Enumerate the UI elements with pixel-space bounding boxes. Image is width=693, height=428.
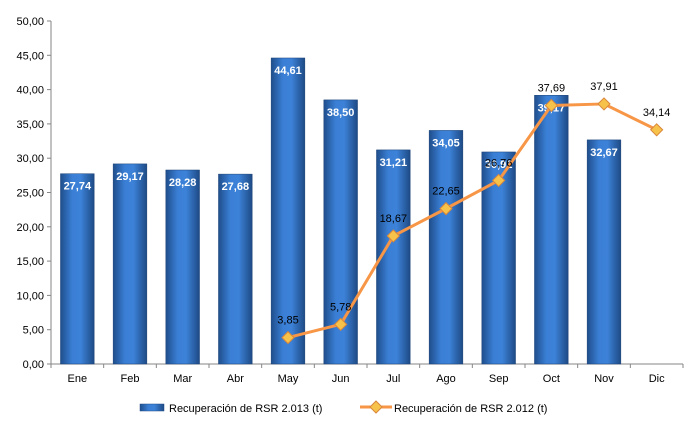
y-tick-label: 30,00: [16, 153, 44, 165]
bar: [218, 173, 253, 365]
line-point: [439, 201, 453, 216]
line-data-label: 5,78: [330, 301, 351, 313]
bar-data-label: 31,21: [380, 157, 408, 169]
x-tick-label: Jun: [332, 373, 350, 385]
line-data-label: 22,65: [432, 186, 460, 198]
line-data-label: 37,69: [538, 82, 566, 94]
bar: [428, 130, 464, 365]
series-line-2012: [287, 102, 658, 340]
y-tick-label: 0,00: [23, 359, 44, 371]
line-point: [597, 97, 611, 111]
legend-label-2013: Recuperación de RSR 2.013 (t): [169, 403, 322, 415]
bar: [60, 173, 95, 365]
line-series: 3,85 5,78 18,67 22,65 26,76 37,69 37,91 34,14: [277, 81, 671, 345]
line-point: [281, 330, 295, 345]
bar: [165, 169, 200, 365]
line-point: [649, 123, 664, 137]
x-tick-label: Jul: [386, 373, 400, 385]
legend: Recuperación de RSR 2.013 (t) Recuperaci…: [139, 400, 547, 415]
x-tick-label: May: [278, 373, 299, 385]
y-tick-label: 10,00: [16, 290, 44, 302]
bar-data-label: 28,28: [169, 177, 197, 189]
bar-data-label: 44,61: [274, 65, 302, 77]
bar-data-label: 30,91: [485, 159, 513, 171]
bar-data-label: 29,17: [116, 171, 144, 183]
line-data-label: 26,76: [485, 157, 513, 169]
line-point: [491, 173, 506, 188]
bar: [112, 163, 148, 365]
y-tick-label: 50,00: [16, 16, 44, 28]
legend-marker-line: [369, 400, 383, 414]
axes: 0,00 5,00 10,00 15,00 20,00 25,00 30,00 35,00 40…: [16, 16, 684, 385]
x-tick-label: Oct: [543, 373, 560, 385]
y-tick-label: 35,00: [16, 119, 44, 131]
bar: [534, 95, 569, 365]
y-tick-label: 45,00: [16, 50, 44, 62]
x-tick-label: Dic: [649, 373, 665, 385]
y-tick-label: 40,00: [16, 85, 44, 97]
line-point: [333, 317, 348, 332]
bar: [270, 57, 306, 365]
x-tick-label: Abr: [227, 373, 244, 385]
legend-label-2012: Recuperación de RSR 2.012 (t): [394, 403, 547, 415]
line-data-label: 34,14: [643, 107, 671, 119]
bar-data-label: 34,05: [432, 137, 460, 149]
x-tick-label: Sep: [489, 373, 509, 385]
legend-swatch-bar: [139, 403, 165, 412]
y-tick-label: 5,00: [23, 325, 44, 337]
line-point: [544, 98, 559, 113]
bar-data-label: 27,74: [64, 181, 92, 193]
line-data-label: 37,91: [590, 81, 618, 93]
line-data-label: 18,67: [380, 213, 408, 225]
x-tick-label: Feb: [121, 373, 140, 385]
x-tick-label: Mar: [173, 373, 192, 385]
y-tick-label: 15,00: [16, 256, 44, 268]
bar-data-label: 38,50: [327, 107, 355, 119]
line-point: [386, 229, 401, 243]
y-tick-label: 25,00: [16, 188, 44, 200]
x-tick-label: Ene: [68, 373, 88, 385]
x-tick-label: Ago: [436, 373, 456, 385]
line-data-label: 3,85: [277, 315, 298, 327]
y-tick-label: 20,00: [16, 222, 44, 234]
bar-data-label: 27,68: [222, 181, 250, 193]
bar-data-label: 32,67: [590, 147, 618, 159]
x-tick-label: Nov: [594, 373, 614, 385]
bar: [586, 139, 622, 365]
